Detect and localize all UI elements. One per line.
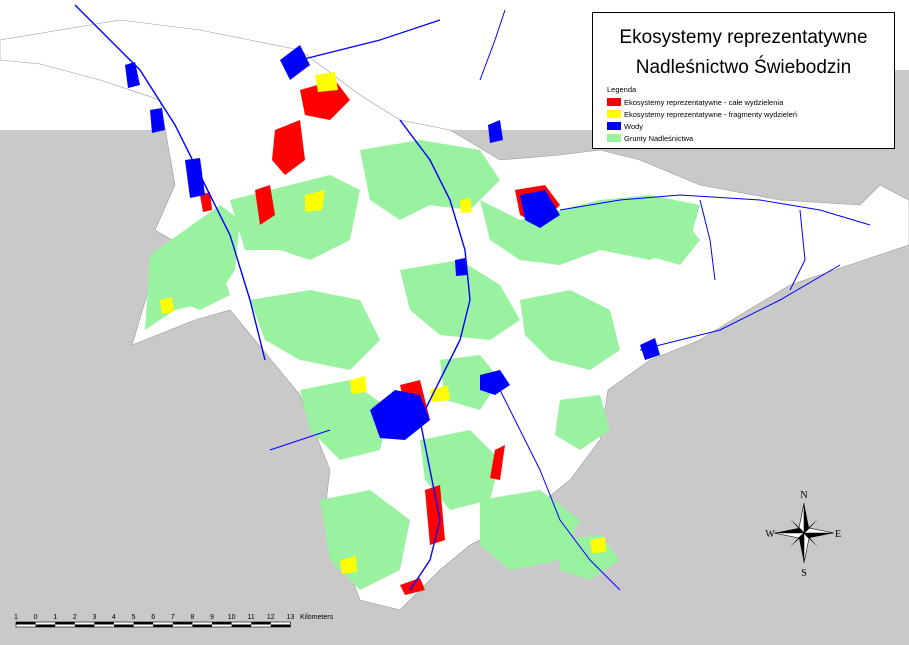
forest-land-layer [145,140,700,590]
compass-n: N [800,490,807,501]
representative-fragments-layer [160,72,606,574]
scale-segment [172,622,193,625]
scale-segment [35,624,56,627]
legend-label-water: Wody [624,121,644,131]
legend-label-fragments: Ekosystemy reprezentatywne - fragmenty w… [624,109,797,119]
scale-segment [74,624,95,627]
legend-item-forest: Grunty Nadleśnictwa [607,133,693,143]
scale-tick-label: 2 [73,614,77,621]
legend-swatch-green [607,134,621,142]
legend-box: Ekosystemy reprezentatywne Nadleśnictwo … [592,12,895,149]
scale-segment [192,624,212,627]
compass-e: E [835,529,841,540]
scale-tick-label: 1 [14,614,18,621]
map-title-line1: Ekosystemy reprezentatywne [619,27,868,48]
scale-tick-label: 7 [171,614,175,621]
legend-item-fragments: Ekosystemy reprezentatywne - fragmenty w… [607,109,797,119]
scale-tick-label: 8 [190,614,194,621]
scale-segment [251,622,271,625]
legend-heading: Legenda [607,85,637,94]
legend-swatch-blue [607,122,621,130]
legend-swatch-red [607,98,621,106]
scale-segment [153,624,173,627]
scale-unit: Kilometers [300,614,334,621]
scale-tick-label: 3 [92,614,96,621]
scale-segment [55,622,75,625]
compass-s: S [801,568,807,578]
legend-label-whole: Ekosystemy reprezentatywne - całe wydzie… [624,97,784,107]
legend-label-forest: Grunty Nadleśnictwa [624,133,694,143]
scale-tick-label: 12 [267,614,275,621]
scale-segment [94,622,114,625]
scale-tick-label: 5 [132,614,136,621]
scale-bar: 1 0 1 2 3 4 5 6 7 8 9 10 11 12 13 Kilometers [14,614,334,628]
scale-segment [16,622,36,625]
map-title-line2: Nadleśnictwo Świebodzin [635,57,852,78]
legend-item-water: Wody [607,121,643,131]
scale-segment [231,624,252,627]
scale-tick-label: 13 [287,614,295,621]
water-layer [74,4,871,591]
scale-segment [212,622,232,625]
scale-tick-label: 4 [112,614,116,621]
scale-tick-label: 1 [53,614,57,621]
compass-w: W [765,529,775,540]
scale-segment [114,624,134,627]
scale-tick-label: 10 [228,614,236,621]
scale-tick-label: 9 [210,614,214,621]
representative-whole-layer [200,80,560,595]
legend-swatch-yellow [607,110,621,118]
scale-tick-label: 6 [151,614,155,621]
scale-segment [133,622,154,625]
scale-segment [270,624,291,627]
scale-tick-label: 0 [34,614,38,621]
scale-tick-label: 11 [248,614,255,621]
legend-item-whole: Ekosystemy reprezentatywne - całe wydzie… [607,97,783,107]
compass-rose-icon: N S E W [765,490,841,578]
